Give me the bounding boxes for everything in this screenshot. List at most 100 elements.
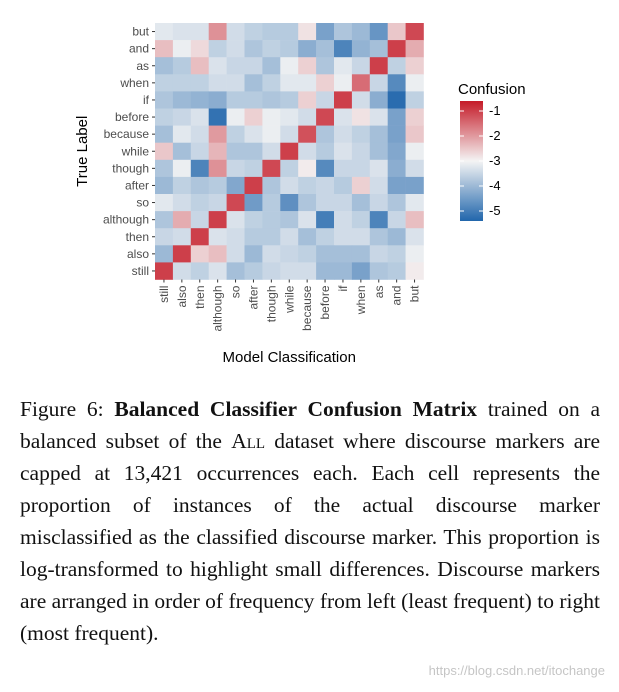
heatmap-cell-after-still (155, 176, 174, 195)
heatmap-cell-also-because (298, 245, 317, 263)
heatmap-cell-because-as (369, 125, 388, 143)
heatmap-cell-because-so (226, 125, 245, 143)
heatmap-cell-if-though (262, 91, 281, 109)
x-axis-title: Model Classification (223, 349, 356, 366)
heatmap-cell-but-and (387, 23, 406, 41)
heatmap-cell-so-so (226, 194, 245, 212)
y-tick-label-still: still (132, 264, 149, 278)
heatmap-cell-though-and (387, 159, 406, 178)
x-tick-label-before: before (318, 285, 332, 319)
heatmap-cell-although-then (190, 211, 209, 229)
legend-label-4: -5 (489, 203, 501, 218)
heatmap-cell-after-after (244, 176, 263, 195)
y-tick-label-because: because (104, 127, 150, 141)
x-tick-label-after: after (246, 286, 260, 310)
heatmap-cell-after-also (172, 176, 192, 195)
heatmap-cell-and-as (369, 40, 388, 58)
legend-label-1: -2 (489, 128, 501, 143)
heatmap-cell-still-then (190, 262, 209, 280)
heatmap-cell-if-but (405, 91, 424, 109)
legend-label-0: -1 (489, 103, 501, 118)
heatmap-cell-then-before (316, 228, 335, 246)
heatmap-cell-though-so (226, 159, 245, 178)
heatmap-cell-then-so (226, 228, 245, 246)
heatmap-cell-and-though (262, 40, 281, 58)
heatmap-cell-as-when (351, 57, 371, 75)
confusion-matrix-figure: but and as when if before because while though af… (74, 23, 526, 366)
heatmap-cell-although-if (334, 211, 353, 229)
heatmap-cell-still-before (316, 262, 335, 280)
heatmap-cell-before-as (369, 108, 388, 126)
heatmap-cell-though-because (298, 159, 317, 178)
heatmap-cell-although-still (155, 211, 174, 229)
heatmap-cell-before-and (387, 108, 406, 126)
heatmap-cell-also-still (155, 245, 174, 263)
heatmap-cell-still-but (405, 262, 424, 280)
heatmap-cell-so-if (334, 194, 353, 212)
heatmap-cell-still-although (208, 262, 227, 280)
heatmap-cell-before-also (172, 108, 192, 126)
heatmap-cell-when-although (208, 74, 227, 92)
x-tick-label-while: while (282, 285, 296, 314)
heatmap-cell-while-but (405, 142, 424, 161)
x-tick-label-as: as (372, 286, 386, 299)
heatmap-cell-and-but (405, 40, 424, 58)
heatmap-cell-while-if (334, 142, 353, 161)
heatmap-cell-although-also (172, 211, 192, 229)
heatmap-cell-also-so (226, 245, 245, 263)
x-tick-label-if: if (336, 285, 350, 292)
heatmap-cell-then-then (190, 228, 209, 246)
heatmap-cell-although-because (298, 211, 317, 229)
heatmap-cell-then-as (369, 228, 388, 246)
y-tick-label-and: and (129, 42, 149, 56)
heatmap-cell-while-after (244, 142, 263, 161)
heatmap-cell-then-if (334, 228, 353, 246)
heatmap-cell-while-as (369, 142, 388, 161)
x-tick-label-because: because (300, 285, 314, 331)
heatmap-cell-also-then (190, 245, 209, 263)
x-tick-label-still: still (157, 286, 171, 303)
heatmap-cell-after-so (226, 176, 245, 195)
heatmap-cell-then-but (405, 228, 424, 246)
heatmap-cell-but-because (298, 23, 317, 41)
heatmap-cell-because-if (334, 125, 353, 143)
heatmap-cell-then-because (298, 228, 317, 246)
heatmap-cell-though-but (405, 159, 424, 178)
x-tick-label-but: but (408, 285, 422, 302)
heatmap-cell-when-as (369, 74, 388, 92)
heatmap-cell-then-when (351, 228, 371, 246)
heatmap-cell-because-though (262, 125, 281, 143)
heatmap-cell-while-then (190, 142, 209, 161)
x-tick-label-and: and (390, 286, 404, 306)
heatmap-cell-after-as (369, 176, 388, 195)
y-tick-label-while: while (121, 144, 150, 158)
heatmap-cell-before-if (334, 108, 353, 126)
x-tick-label-then: then (193, 286, 207, 309)
heatmap-cell-although-although (208, 211, 227, 229)
heatmap-cell-but-after (244, 23, 263, 41)
heatmap-cell-also-if (334, 245, 353, 263)
heatmap-cell-although-while (280, 211, 299, 229)
heatmap-cell-when-if (334, 74, 353, 92)
heatmap-cell-but-though (262, 23, 281, 41)
figure-caption: Figure 6: Balanced Classifier Confusion … (20, 393, 600, 649)
heatmap-cell-as-still (155, 57, 174, 75)
y-axis-title: True Label (74, 116, 91, 187)
heatmap-cell-and-still (155, 40, 174, 58)
heatmap-cell-while-so (226, 142, 245, 161)
heatmap-cell-as-so (226, 57, 245, 75)
heatmap-cell-after-because (298, 176, 317, 195)
heatmap-cell-when-though (262, 74, 281, 92)
heatmap-cell-before-before (316, 108, 335, 126)
y-tick-label-although: although (103, 213, 149, 227)
legend-colorbar (460, 101, 483, 221)
heatmap-cell-though-though (262, 159, 281, 178)
heatmap-cell-and-because (298, 40, 317, 58)
heatmap-cell-when-and (387, 74, 406, 92)
heatmap-cell-also-and (387, 245, 406, 263)
heatmap-cell-when-still (155, 74, 174, 92)
heatmap-cell-but-then (190, 23, 209, 41)
heatmap-chart: butandaswhenifbeforebecausewhilethoughaf… (74, 23, 526, 366)
heatmap-cell-also-after (244, 245, 263, 263)
heatmap-cell-and-if (334, 40, 353, 58)
